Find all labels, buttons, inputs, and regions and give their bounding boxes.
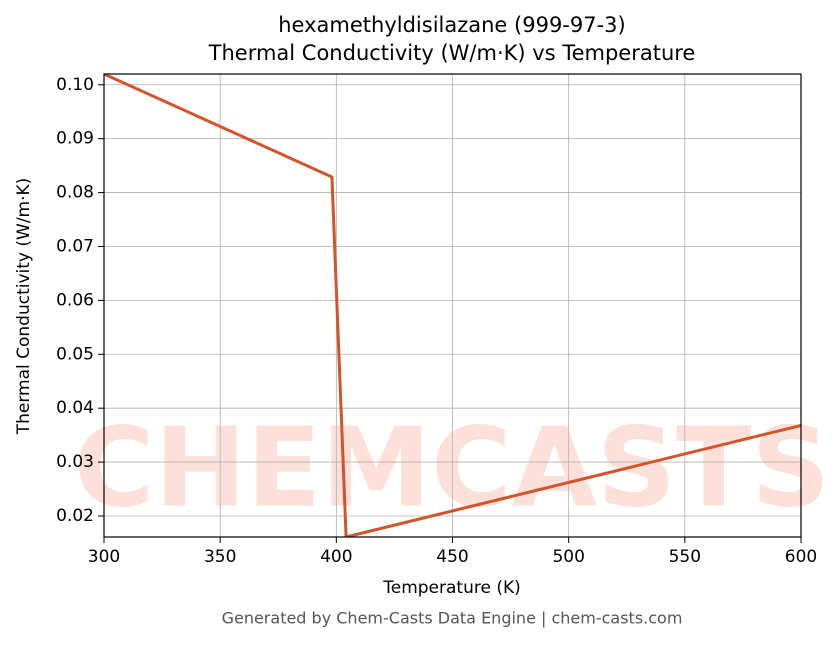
x-tick-label: 500	[552, 547, 584, 567]
y-tick-label: 0.06	[56, 290, 94, 310]
y-tick-label: 0.07	[56, 236, 94, 256]
y-tick-label: 0.05	[56, 344, 94, 364]
data-line	[104, 74, 801, 537]
y-tick-label: 0.09	[56, 129, 94, 149]
x-tick-label: 400	[320, 547, 352, 567]
chart-subtitle: Thermal Conductivity (W/m·K) vs Temperat…	[208, 41, 696, 65]
x-tick-label: 550	[669, 547, 701, 567]
y-tick-label: 0.04	[56, 398, 94, 418]
x-tick-label: 300	[88, 547, 120, 567]
y-tick-label: 0.08	[56, 183, 94, 203]
footer: Generated by Chem-Casts Data Engine | ch…	[222, 609, 683, 628]
x-tick-label: 350	[204, 547, 236, 567]
x-axis-label: Temperature (K)	[382, 578, 521, 598]
x-tick-label: 450	[436, 547, 468, 567]
y-tick-label: 0.03	[56, 452, 94, 472]
y-tick-label: 0.02	[56, 506, 94, 526]
y-tick-label: 0.10	[56, 75, 94, 95]
x-tick-label: 600	[785, 547, 817, 567]
plot-frame	[103, 73, 802, 538]
y-axis-label: Thermal Conductivity (W/m·K)	[14, 178, 34, 436]
chart-title: hexamethyldisilazane (999-97-3)	[278, 13, 625, 37]
